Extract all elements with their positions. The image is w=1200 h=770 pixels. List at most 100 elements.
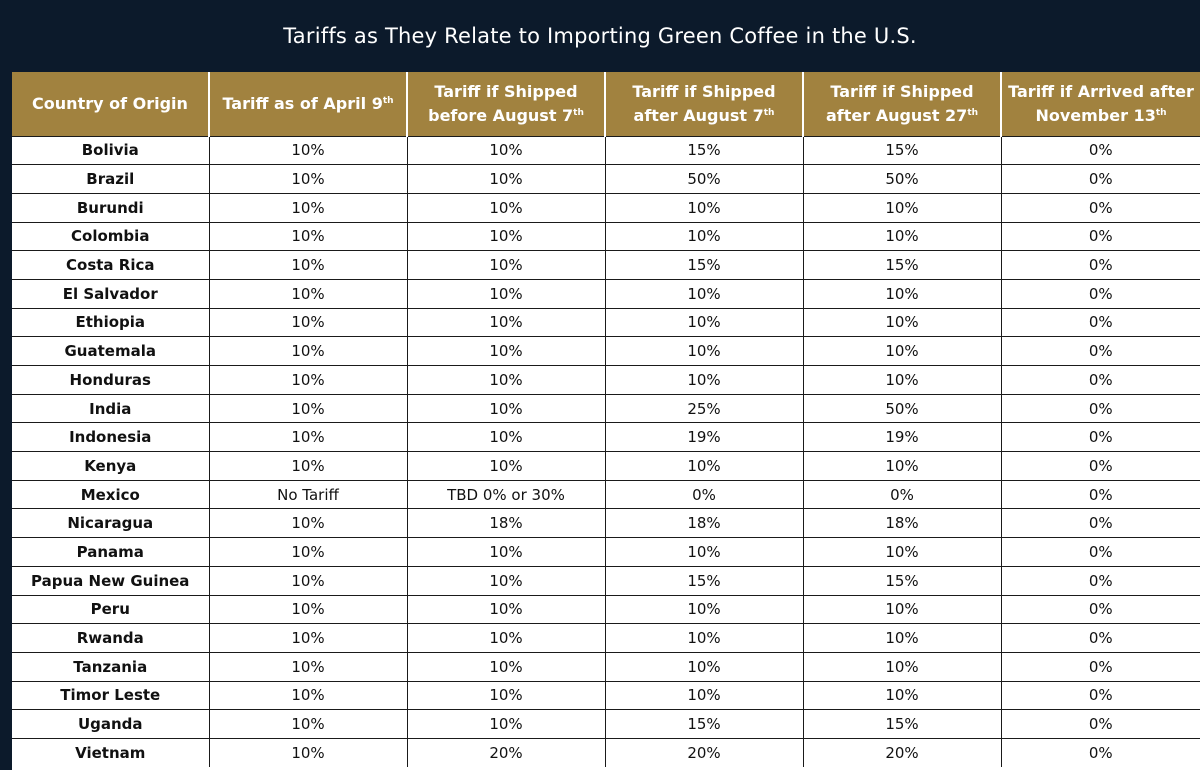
table-row: Vietnam 10% 20% 20% 20% 0% <box>12 737 1200 768</box>
tariff-cell: 10% <box>604 680 803 710</box>
header-tariff-after-nov-13: Tariff if Arrived after November 13th <box>1000 72 1200 136</box>
country-cell: Colombia <box>12 221 209 251</box>
tariff-cell: 15% <box>802 565 1001 595</box>
tariff-cell: 15% <box>802 135 1001 165</box>
tariff-cell: 10% <box>802 307 1001 337</box>
tariff-cell: 10% <box>406 565 605 595</box>
header-row: Country of Origin Tariff as of April 9th… <box>12 72 1200 136</box>
tariff-cell: 0% <box>1000 365 1200 395</box>
table-row: India 10% 10% 25% 50% 0% <box>12 393 1200 423</box>
country-cell: Vietnam <box>12 737 209 768</box>
table-row: Uganda 10% 10% 15% 15% 0% <box>12 709 1200 739</box>
tariff-cell: 10% <box>208 651 407 682</box>
table-row: Panama 10% 10% 10% 10% 0% <box>12 537 1200 567</box>
tariff-cell: 15% <box>604 565 803 595</box>
tariff-cell: 18% <box>802 508 1001 538</box>
tariff-table: Country of Origin Tariff as of April 9th… <box>12 72 1200 768</box>
tariff-cell: 10% <box>208 565 407 595</box>
tariff-cell: 20% <box>802 737 1001 768</box>
tariff-cell: 10% <box>604 192 803 223</box>
tariff-cell: 10% <box>406 307 605 337</box>
tariff-cell: 10% <box>208 422 407 452</box>
tariff-cell: 0% <box>1000 537 1200 567</box>
header-tariff-after-aug-7: Tariff if Shipped after August 7th <box>604 72 803 136</box>
table-row: Kenya 10% 10% 10% 10% 0% <box>12 451 1200 481</box>
tariff-cell: 0% <box>1000 393 1200 423</box>
page-title: Tariffs as They Relate to Importing Gree… <box>283 24 917 48</box>
tariff-table-container: Country of Origin Tariff as of April 9th… <box>12 72 1200 770</box>
tariff-cell: 18% <box>604 508 803 538</box>
country-cell: Costa Rica <box>12 250 209 280</box>
tariff-cell: 10% <box>208 680 407 710</box>
tariff-cell: 10% <box>208 709 407 739</box>
tariff-cell: 10% <box>208 393 407 423</box>
tariff-cell: 15% <box>802 709 1001 739</box>
table-row: Mexico No Tariff TBD 0% or 30% 0% 0% 0% <box>12 479 1200 509</box>
tariff-cell: 10% <box>802 221 1001 251</box>
tariff-cell: 10% <box>208 164 407 194</box>
tariff-cell: 0% <box>1000 651 1200 682</box>
tariff-cell: 0% <box>1000 135 1200 165</box>
tariff-cell: 10% <box>604 307 803 337</box>
tariff-cell: 10% <box>604 651 803 682</box>
tariff-cell: 10% <box>208 336 407 366</box>
tariff-cell: 0% <box>1000 709 1200 739</box>
tariff-cell: 10% <box>802 365 1001 395</box>
tariff-cell: 19% <box>802 422 1001 452</box>
tariff-cell: 0% <box>604 479 803 509</box>
tariff-cell: 0% <box>1000 565 1200 595</box>
country-cell: Panama <box>12 537 209 567</box>
tariff-cell: 10% <box>406 709 605 739</box>
country-cell: Uganda <box>12 709 209 739</box>
tariff-cell: 10% <box>406 393 605 423</box>
tariff-cell: 10% <box>802 336 1001 366</box>
tariff-cell: 10% <box>406 451 605 481</box>
tariff-cell: 10% <box>406 221 605 251</box>
table-row: Brazil 10% 10% 50% 50% 0% <box>12 164 1200 194</box>
country-cell: Bolivia <box>12 135 209 165</box>
table-row: El Salvador 10% 10% 10% 10% 0% <box>12 278 1200 309</box>
tariff-cell: 0% <box>1000 164 1200 194</box>
tariff-cell: 10% <box>604 623 803 653</box>
tariff-cell: 10% <box>802 451 1001 481</box>
country-cell: Guatemala <box>12 336 209 366</box>
tariff-cell: 10% <box>604 537 803 567</box>
header-tariff-after-aug-27: Tariff if Shipped after August 27th <box>802 72 1001 136</box>
country-cell: Rwanda <box>12 623 209 653</box>
tariff-cell: 10% <box>208 307 407 337</box>
tariff-cell: 0% <box>1000 479 1200 509</box>
tariff-cell: 10% <box>406 135 605 165</box>
country-cell: Peru <box>12 594 209 624</box>
table-row: Ethiopia 10% 10% 10% 10% 0% <box>12 307 1200 337</box>
tariff-cell: 10% <box>406 192 605 223</box>
table-row: Burundi 10% 10% 10% 10% 0% <box>12 192 1200 223</box>
tariff-cell: 10% <box>406 164 605 194</box>
tariff-cell: 19% <box>604 422 803 452</box>
tariff-cell: 10% <box>604 451 803 481</box>
tariff-cell: 50% <box>802 164 1001 194</box>
tariff-cell: 10% <box>208 135 407 165</box>
tariff-cell: 18% <box>406 508 605 538</box>
tariff-cell: 15% <box>604 709 803 739</box>
tariff-cell: 0% <box>1000 623 1200 653</box>
table-row: Peru 10% 10% 10% 10% 0% <box>12 594 1200 624</box>
tariff-cell: 0% <box>1000 451 1200 481</box>
tariff-cell: 10% <box>208 365 407 395</box>
tariff-cell: 10% <box>604 594 803 624</box>
tariff-cell: 15% <box>604 250 803 280</box>
tariff-cell: 0% <box>1000 278 1200 309</box>
table-body: Bolivia 10% 10% 15% 15% 0% Brazil 10% 10% 50% 50% 0… <box>12 135 1200 768</box>
tariff-cell: 10% <box>208 451 407 481</box>
country-cell: Ethiopia <box>12 307 209 337</box>
tariff-cell: 0% <box>1000 737 1200 768</box>
tariff-cell: 50% <box>604 164 803 194</box>
tariff-cell: 10% <box>802 680 1001 710</box>
tariff-cell: 0% <box>1000 594 1200 624</box>
table-row: Timor Leste 10% 10% 10% 10% 0% <box>12 680 1200 710</box>
tariff-cell: 10% <box>208 623 407 653</box>
table-row: Tanzania 10% 10% 10% 10% 0% <box>12 651 1200 682</box>
tariff-cell: 10% <box>406 537 605 567</box>
header-tariff-april-9: Tariff as of April 9th <box>208 72 407 136</box>
tariff-cell: 10% <box>802 192 1001 223</box>
tariff-cell: 0% <box>1000 336 1200 366</box>
